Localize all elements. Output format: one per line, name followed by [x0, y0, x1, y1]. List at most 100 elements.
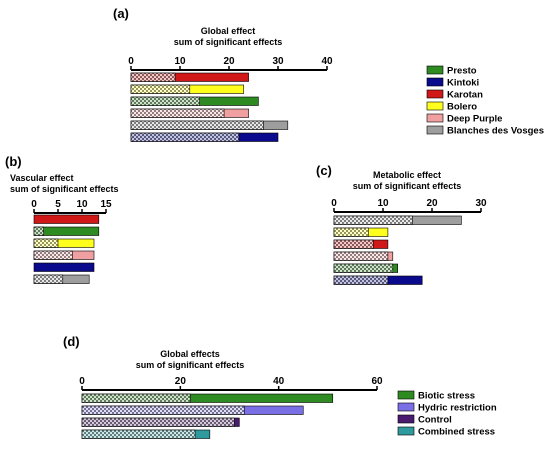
panel-a-bar-hatched — [130, 132, 240, 142]
panel-b-axis: 0 5 10 15 — [31, 199, 112, 214]
panel-a-subtitle: sum of significant effects — [174, 37, 283, 47]
panel-b-tick-label: 15 — [100, 199, 112, 210]
panel-b-bar — [33, 250, 95, 260]
panel-a-bar-hatched — [130, 84, 191, 94]
panel-d-tick-label: 60 — [371, 376, 383, 387]
panel-c-bar-hatched — [333, 215, 413, 225]
panel-b-label: (b) — [5, 154, 22, 169]
panel-a-bar-hatched — [130, 120, 264, 130]
panel-c-tick-label: 10 — [377, 198, 389, 209]
panel-a-tick-label: 0 — [128, 56, 134, 67]
panel-b-bar — [33, 274, 90, 284]
panel-b-bar — [33, 262, 95, 272]
panel-d: (d) Global effects sum of significant ef… — [63, 334, 497, 439]
panel-d-legend-swatch — [397, 390, 415, 400]
panel-b-bar — [33, 214, 100, 224]
panel-a-bar — [130, 72, 249, 82]
panel-a-legend-swatch — [426, 65, 444, 75]
panel-c-bar-hatched — [333, 239, 374, 249]
panel-a-bar — [130, 108, 249, 118]
panel-b-bar — [33, 226, 100, 236]
panel-c-title: Metabolic effect — [373, 170, 441, 180]
panel-a-legend-swatch — [426, 89, 444, 99]
panel-c-tick-label: 30 — [475, 198, 487, 209]
panel-b-subtitle: sum of significant effects — [10, 184, 119, 194]
panel-a-tick-label: 20 — [223, 56, 235, 67]
panel-d-bar-hatched — [81, 417, 235, 427]
panel-a-axis: 0 10 20 30 40 — [128, 56, 333, 71]
panel-a-legend-swatch — [426, 113, 444, 123]
panel-b-bar — [33, 238, 95, 248]
panel-c-bar-hatched — [333, 275, 389, 285]
panel-c-bar-hatched — [333, 251, 389, 261]
panel-d-axis: 0 20 40 60 — [79, 376, 383, 391]
panel-b-tick-label: 5 — [55, 199, 61, 210]
panel-b-bar-hatched — [33, 226, 44, 236]
panel-d-bar-hatched — [81, 393, 191, 403]
panel-a: (a) Global effect sum of significant eff… — [113, 6, 544, 142]
panel-a-legend-label: Blanches des Vosges — [447, 126, 544, 137]
panel-d-legend-label: Biotic stress — [418, 391, 475, 402]
panel-a-tick-label: 10 — [174, 56, 186, 67]
panel-d-legend-label: Control — [418, 415, 452, 426]
panel-c-subtitle: sum of significant effects — [353, 181, 462, 191]
panel-c-tick-label: 0 — [331, 198, 337, 209]
panel-b-bar-hatched — [33, 238, 59, 248]
panel-a-bar — [130, 120, 289, 130]
panel-d-bars — [81, 393, 334, 439]
panel-d-legend-swatch — [397, 426, 415, 436]
panel-d-title: Global effects — [160, 349, 220, 359]
panel-c-bar-hatched — [333, 227, 369, 237]
panel-d-legend-swatch — [397, 414, 415, 424]
panel-b: (b) Vascular effect sum of significant e… — [5, 154, 119, 284]
panel-b-tick-label: 0 — [31, 199, 37, 210]
panel-a-bar-hatched — [130, 108, 225, 118]
panel-c-bars — [333, 215, 462, 285]
panel-a-legend-label: Kintoki — [447, 78, 479, 89]
panel-a-legend-label: Karotan — [447, 90, 483, 101]
panel-b-bar-fill — [33, 262, 95, 272]
panel-d-bar-hatched — [81, 429, 196, 439]
panel-c-bar — [333, 263, 399, 273]
panel-c-bar — [333, 251, 394, 261]
panel-a-bar — [130, 96, 259, 106]
panel-d-bar — [81, 429, 211, 439]
panel-a-bars — [130, 72, 289, 142]
panel-a-legend-swatch — [426, 101, 444, 111]
panel-c-label: (c) — [316, 163, 332, 178]
panel-d-bar — [81, 393, 334, 403]
panel-d-subtitle: sum of significant effects — [136, 360, 245, 370]
panel-b-bar-hatched — [33, 274, 64, 284]
panel-d-bar-hatched — [81, 405, 245, 415]
panel-d-legend-label: Combined stress — [418, 427, 495, 438]
panel-a-legend-swatch — [426, 125, 444, 135]
panel-b-bar-fill — [33, 214, 100, 224]
panel-a-title: Global effect — [201, 26, 256, 36]
panel-d-legend-swatch — [397, 402, 415, 412]
panel-c-bar — [333, 239, 389, 249]
panel-b-bar-hatched — [33, 250, 73, 260]
panel-c-bar-hatched — [333, 263, 394, 273]
panel-a-legend-label: Deep Purple — [447, 114, 502, 125]
panel-c-bar — [333, 215, 462, 225]
panel-a-bar — [130, 84, 244, 94]
panel-d-tick-label: 40 — [273, 376, 285, 387]
panel-d-tick-label: 0 — [79, 376, 85, 387]
panel-a-tick-label: 30 — [272, 56, 284, 67]
panel-d-label: (d) — [63, 334, 80, 349]
panel-a-bar — [130, 132, 279, 142]
panel-c-bar — [333, 275, 423, 285]
panel-a-label: (a) — [113, 6, 129, 21]
panel-c-bar — [333, 227, 389, 237]
panel-c-tick-label: 20 — [426, 198, 438, 209]
panel-b-title: Vascular effect — [10, 173, 74, 183]
panel-d-legend-label: Hydric restriction — [418, 403, 497, 414]
panel-a-legend-label: Bolero — [447, 102, 477, 113]
panel-a-bar-hatched — [130, 72, 176, 82]
panel-c-axis: 0 10 20 30 — [331, 198, 487, 213]
panel-a-tick-label: 40 — [321, 56, 333, 67]
